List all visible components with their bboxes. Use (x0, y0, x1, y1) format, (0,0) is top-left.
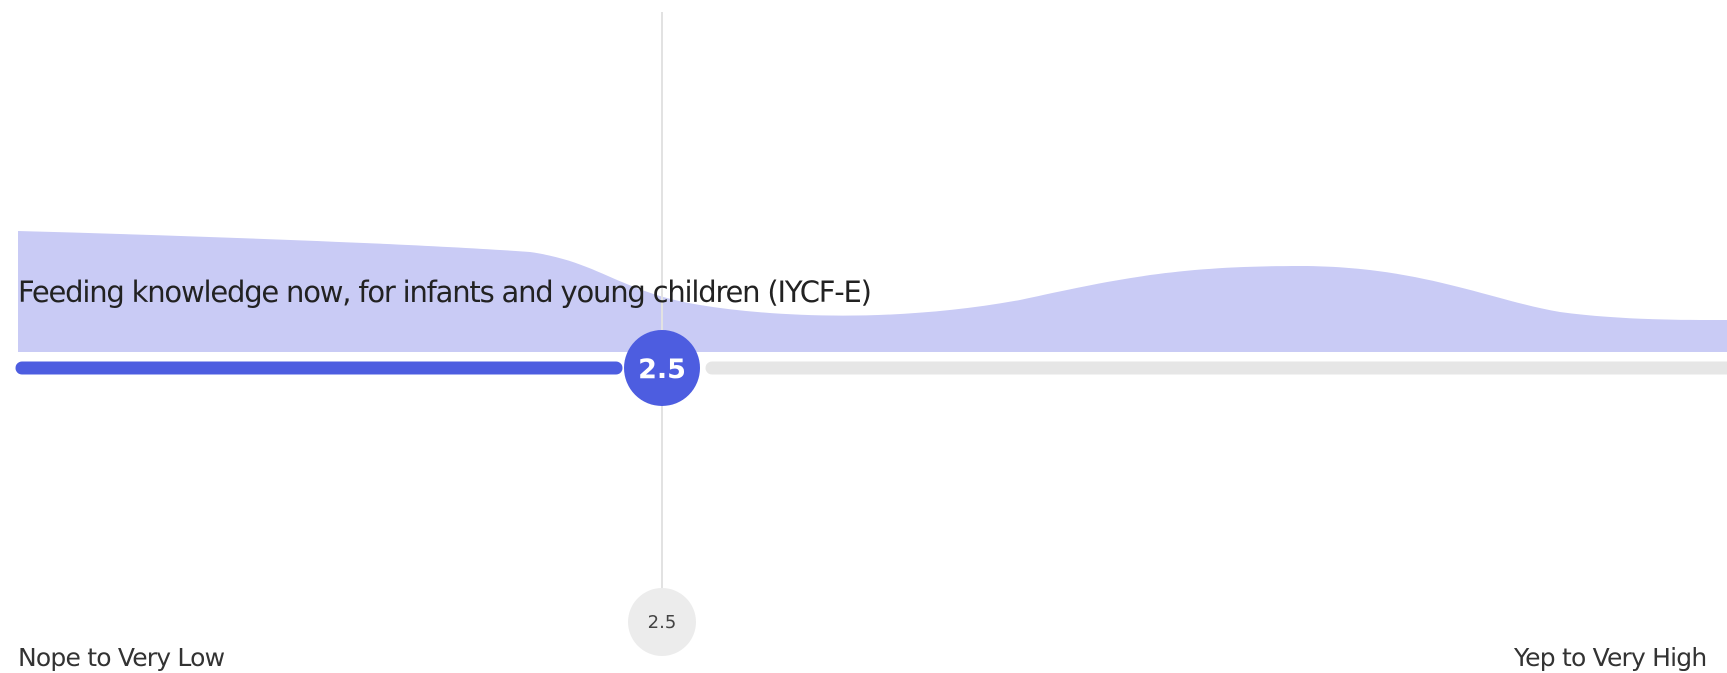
slider-thumb[interactable]: 2.5 (624, 330, 700, 406)
slider-label: Feeding knowledge now, for infants and y… (18, 275, 871, 309)
min-label: Nope to Very Low (18, 643, 225, 672)
thumb-circle[interactable] (624, 330, 700, 406)
marker-value: 2.5 (648, 612, 677, 633)
marker-bubble (628, 588, 696, 656)
thumb-value[interactable]: 2.5 (638, 354, 686, 385)
max-label: Yep to Very High (1513, 643, 1706, 672)
distribution-area (18, 231, 1727, 352)
